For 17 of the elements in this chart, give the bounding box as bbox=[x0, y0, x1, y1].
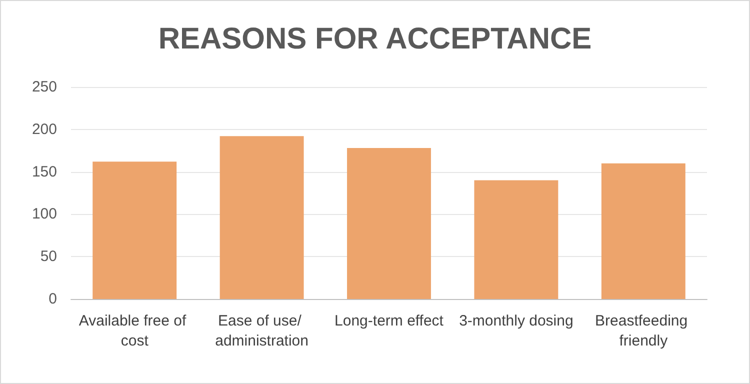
y-tick-label: 0 bbox=[48, 290, 57, 308]
chart-title: REASONS FOR ACCEPTANCE bbox=[158, 22, 592, 56]
x-tick-label: Available free of cost bbox=[78, 312, 190, 350]
bar bbox=[220, 136, 304, 299]
y-tick-label: 150 bbox=[32, 163, 57, 180]
y-tick-label: 250 bbox=[32, 78, 57, 96]
y-tick-label: 100 bbox=[32, 206, 57, 223]
bar bbox=[347, 148, 431, 299]
bar bbox=[601, 163, 686, 299]
x-tick-label: Breastfeeding friendly bbox=[595, 312, 692, 350]
bar bbox=[92, 162, 177, 299]
x-tick-label: Ease of use/ administration bbox=[215, 312, 308, 350]
y-tick-label: 200 bbox=[32, 120, 57, 138]
y-tick-label: 50 bbox=[40, 248, 57, 266]
x-tick-label: Long-term effect bbox=[334, 312, 444, 330]
bar bbox=[474, 180, 558, 299]
x-tick-label: 3-monthly dosing bbox=[459, 312, 574, 330]
